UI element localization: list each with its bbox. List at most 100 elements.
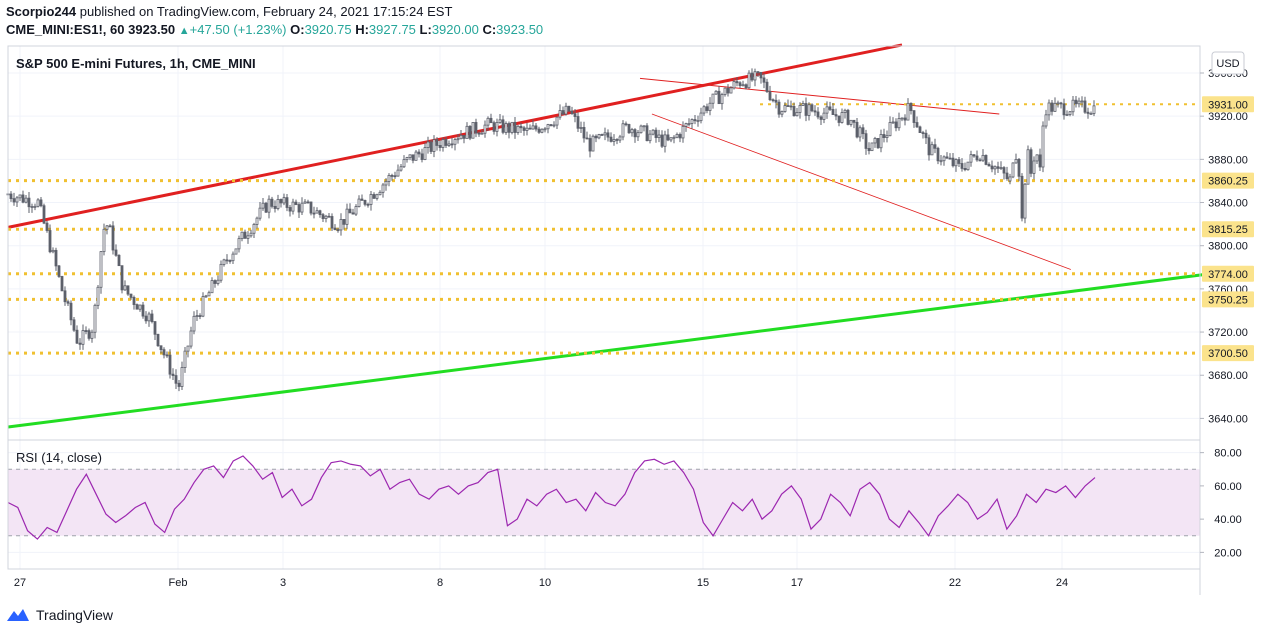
candle-body: [540, 128, 544, 133]
candle-body: [375, 194, 379, 199]
candle-body: [717, 90, 721, 105]
candle-body: [246, 235, 250, 239]
candle-body: [513, 121, 517, 133]
candle-body: [921, 132, 925, 134]
candle-body: [639, 125, 643, 134]
candle-body: [765, 81, 769, 92]
published-text: published on TradingView.com, February 2…: [79, 4, 453, 19]
candle-body: [1062, 103, 1066, 116]
candle-body: [444, 139, 448, 146]
low-label: L:: [419, 22, 432, 37]
candle-body: [1092, 105, 1096, 114]
candle-body: [816, 111, 820, 118]
candle-body: [1017, 158, 1021, 177]
candle-body: [708, 102, 712, 111]
trendline-channel-top: [639, 77, 1000, 115]
candle-body: [126, 285, 130, 295]
candle-body: [498, 119, 502, 123]
candle-body: [762, 77, 766, 83]
candle-body: [219, 263, 223, 281]
candle-body: [1029, 149, 1033, 174]
time-tick-label: 27: [14, 577, 26, 589]
candle-body: [894, 121, 898, 129]
candle-body: [369, 194, 373, 205]
candle-body: [624, 123, 628, 126]
candle-body: [15, 197, 19, 203]
candle-body: [306, 201, 310, 204]
candle-body: [534, 125, 538, 130]
candle-body: [492, 122, 496, 132]
candle-body: [822, 112, 826, 120]
rsi-tick-label: 80.00: [1214, 448, 1242, 460]
publisher-name[interactable]: Scorpio244: [6, 4, 77, 19]
candle-body: [867, 148, 871, 152]
candle-body: [243, 231, 247, 239]
candle-body: [876, 138, 880, 149]
candle-body: [570, 110, 574, 115]
candle-body: [399, 166, 403, 171]
candle-body: [468, 125, 472, 139]
candle-body: [177, 382, 181, 387]
candle-body: [1059, 102, 1063, 105]
candle-body: [426, 141, 430, 148]
candle-body: [45, 222, 49, 231]
candle-body: [249, 232, 253, 237]
candle-body: [1041, 125, 1045, 168]
candle-body: [117, 254, 121, 267]
candle-body: [234, 248, 238, 255]
candle-body: [555, 116, 559, 126]
level-tag: [1202, 172, 1254, 189]
candle-body: [627, 124, 631, 134]
candle-body: [372, 194, 376, 199]
candle-body: [654, 129, 658, 139]
candle-body: [480, 132, 484, 135]
currency-label[interactable]: USD: [1216, 58, 1239, 70]
candle-body: [33, 205, 37, 208]
candle-body: [432, 139, 436, 152]
candle-body: [603, 132, 607, 136]
candle-body: [102, 228, 106, 253]
candle-body: [141, 304, 145, 317]
level-tag: [1202, 345, 1254, 362]
candle-body: [57, 265, 61, 277]
candle-body: [213, 280, 217, 284]
candle-body: [669, 137, 673, 141]
level-tag: [1202, 221, 1254, 238]
currency-button[interactable]: [1211, 51, 1245, 75]
candle-body: [837, 115, 841, 123]
candle-body: [945, 156, 949, 159]
candle-body: [222, 259, 226, 265]
candle-body: [321, 214, 325, 219]
candle-body: [1047, 102, 1051, 116]
low-value: 3920.00: [431, 22, 479, 37]
candle-body: [504, 123, 508, 133]
candle-body: [75, 329, 79, 344]
candle-body: [972, 154, 976, 157]
candle-body: [1026, 149, 1030, 185]
candle-body: [165, 354, 169, 357]
candle-body: [696, 120, 700, 123]
candle-body: [1008, 176, 1012, 182]
candle-body: [927, 137, 931, 156]
candle-body: [924, 132, 928, 139]
candle-body: [597, 134, 601, 139]
candle-body: [516, 125, 520, 133]
candle-body: [129, 293, 133, 298]
candle-body: [24, 197, 28, 203]
candle-body: [510, 121, 514, 133]
candle-body: [879, 134, 883, 149]
time-tick-label: 22: [949, 577, 961, 589]
candle-body: [72, 319, 76, 331]
candle-body: [618, 136, 622, 141]
open-label: O:: [290, 22, 305, 37]
tradingview-logo[interactable]: TradingView: [6, 607, 113, 623]
candle-body: [195, 315, 199, 317]
candle-body: [324, 215, 328, 219]
candle-body: [258, 207, 262, 219]
candle-body: [342, 219, 346, 225]
level-label: 3700.50: [1208, 348, 1248, 360]
candle-body: [1020, 175, 1024, 219]
candle-body: [780, 111, 784, 115]
candle-body: [936, 147, 940, 162]
